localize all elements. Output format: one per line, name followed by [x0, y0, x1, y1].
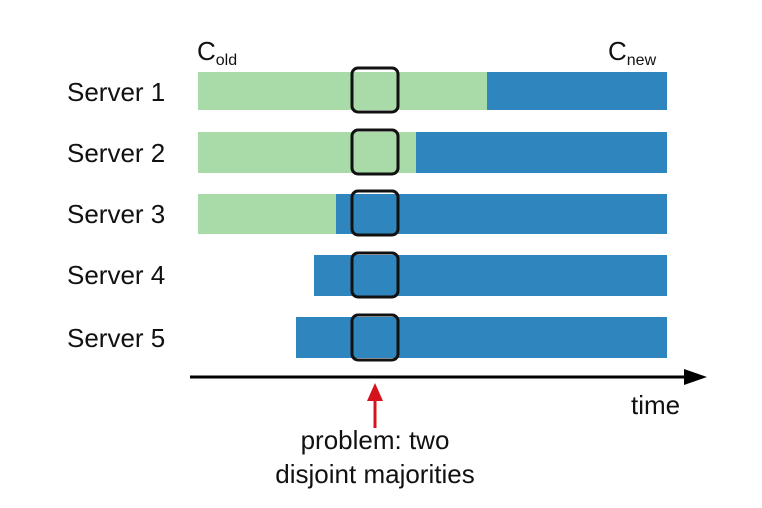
highlight-box-server-5 [350, 313, 400, 362]
server-1-old-config-segment [198, 72, 488, 110]
time-axis-label: time [631, 390, 680, 420]
problem-arrow-head [367, 383, 383, 401]
old-config-base: C [197, 36, 216, 66]
server-1-new-config-segment [487, 72, 667, 110]
new-config-base: C [608, 36, 627, 66]
server-2-old-config-segment [198, 132, 417, 173]
server-label-5: Server 5 [67, 323, 165, 353]
server-5-new-config-segment [296, 317, 667, 358]
highlight-box-server-4 [350, 251, 400, 299]
old-config-subscript: old [216, 52, 237, 69]
highlight-box-server-2 [350, 128, 400, 176]
server-3-new-config-segment [336, 194, 667, 234]
new-config-subscript: new [627, 52, 657, 69]
highlight-box-server-1 [350, 66, 400, 114]
server-3-old-config-segment [198, 194, 337, 234]
new-config-label: Cnew [608, 36, 657, 69]
server-4-new-config-segment [314, 255, 667, 296]
server-label-1: Server 1 [67, 77, 165, 107]
server-label-4: Server 4 [67, 260, 165, 290]
old-config-label: Cold [197, 36, 237, 69]
time-axis-arrowhead [684, 369, 707, 385]
server-label-3: Server 3 [67, 199, 165, 229]
problem-callout-line-2: disjoint majorities [275, 459, 474, 489]
problem-callout-line-1: problem: two [301, 425, 450, 455]
server-2-new-config-segment [416, 132, 667, 173]
server-label-2: Server 2 [67, 138, 165, 168]
highlight-box-server-3 [350, 189, 400, 237]
